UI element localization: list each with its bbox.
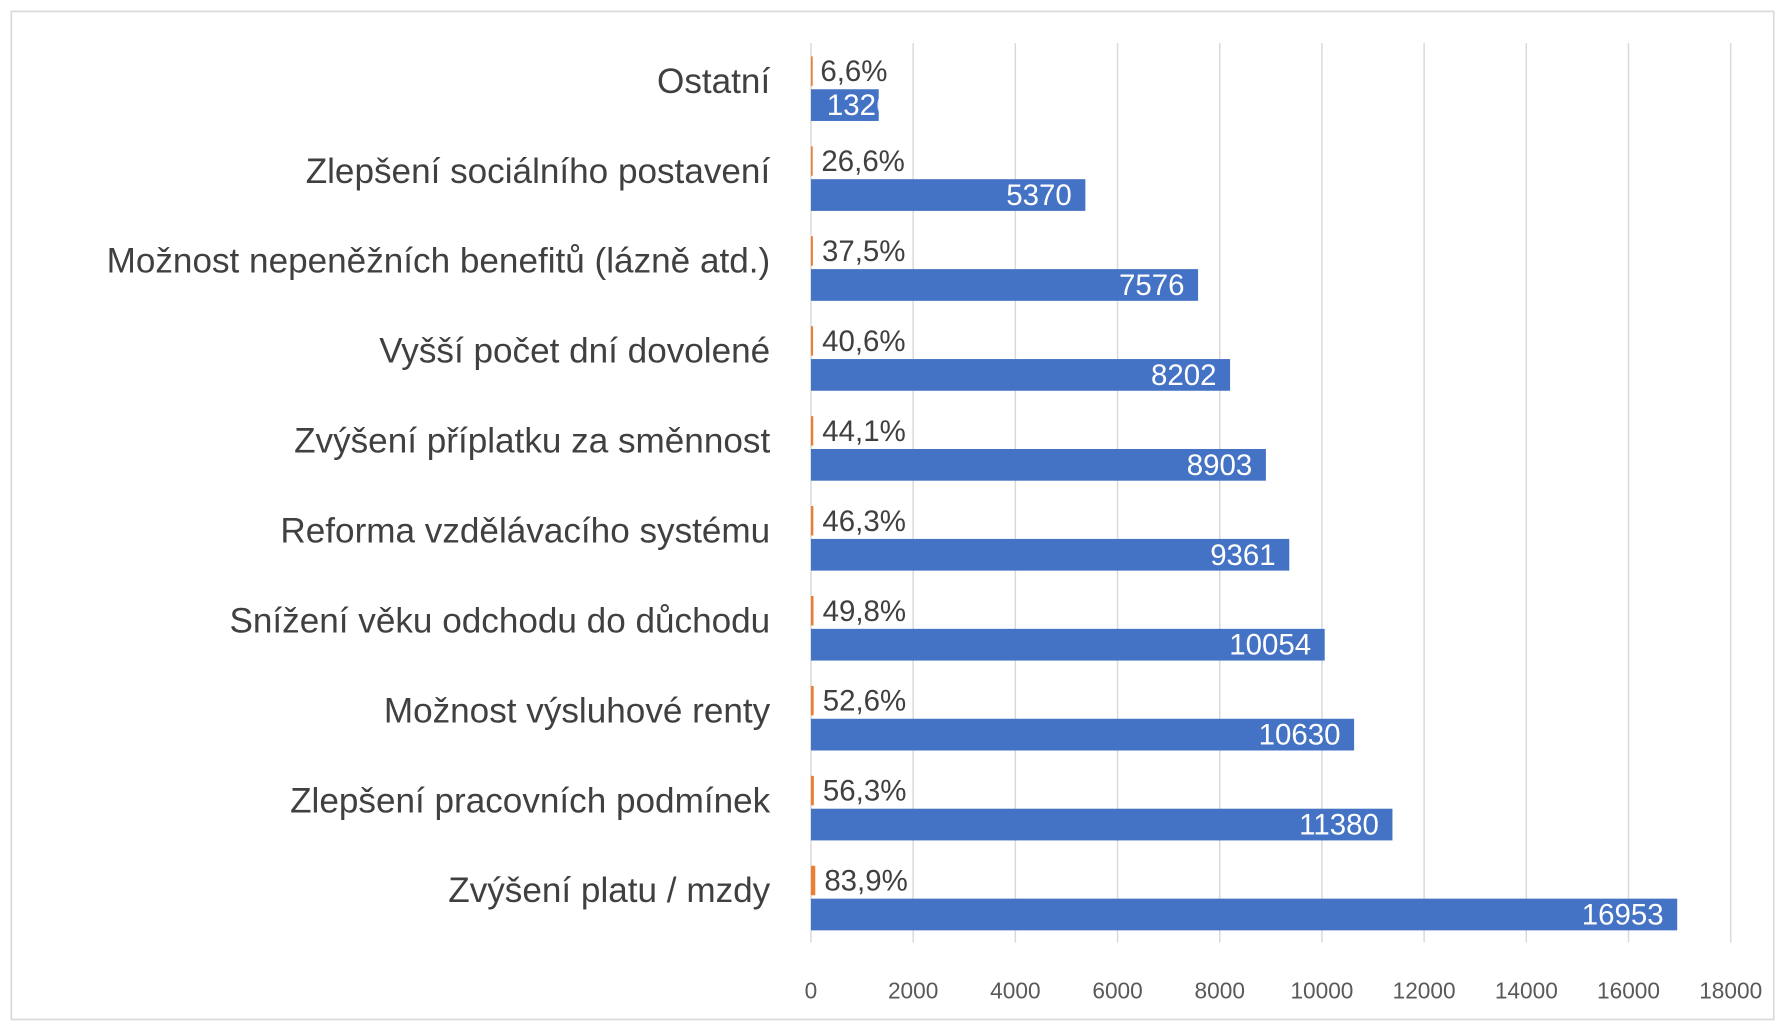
x-tick-label: 18000 [1699, 977, 1762, 1003]
x-tick-label: 6000 [1092, 977, 1142, 1003]
bar [810, 628, 1325, 661]
data-label: 49,8% [823, 595, 906, 628]
bar [810, 146, 813, 176]
bar [810, 236, 813, 266]
y-tick-label: Zvýšení platu / mzdy [448, 871, 770, 910]
bar [810, 179, 1086, 211]
y-tick-label: Vyšší počet dní dovolené [379, 332, 770, 371]
data-label: 83,9% [824, 865, 907, 898]
data-label: 9361 [1210, 539, 1276, 572]
data-label: 56,3% [823, 775, 906, 808]
data-label: 16953 [1582, 899, 1664, 932]
data-label: 1326 [827, 89, 893, 122]
x-tick-label: 14000 [1495, 977, 1558, 1003]
x-tick-label: 4000 [990, 977, 1040, 1003]
data-label: 46,3% [822, 505, 905, 538]
bar [810, 269, 1199, 301]
data-label: 26,6% [821, 145, 904, 178]
data-label: 52,6% [823, 685, 906, 718]
x-tick-label: 0 [805, 977, 818, 1003]
bar [810, 685, 814, 716]
bar [810, 538, 1290, 571]
data-label: 10054 [1229, 629, 1311, 662]
bar [810, 89, 879, 121]
x-tick-label: 2000 [888, 977, 938, 1003]
bar [810, 506, 814, 536]
bar [810, 416, 814, 446]
data-label: 40,6% [822, 325, 905, 358]
bar [810, 326, 814, 356]
data-label: 11380 [1299, 809, 1379, 842]
bar [810, 56, 813, 86]
y-tick-label: Snížení věku odchodu do důchodu [229, 601, 770, 640]
bar [810, 775, 814, 806]
y-tick-label: Možnost nepeněžních benefitů (lázně atd.… [107, 242, 771, 281]
data-label: 5370 [1006, 179, 1071, 212]
bar [810, 595, 814, 626]
y-tick-label: Možnost výsluhové renty [384, 691, 771, 730]
y-tick-label: Ostatní [657, 62, 770, 101]
data-label: 37,5% [822, 235, 905, 268]
bar [810, 359, 1231, 391]
bar [810, 808, 1393, 841]
data-label: 6,6% [820, 55, 887, 88]
y-tick-label: Zlepšení sociálního postavení [306, 152, 771, 191]
y-tick-label: Reforma vzdělávacího systému [280, 512, 770, 551]
bar [810, 718, 1355, 751]
x-tick-label: 10000 [1290, 977, 1353, 1003]
x-tick-label: 16000 [1597, 977, 1660, 1003]
data-label: 8202 [1151, 359, 1217, 392]
bar [810, 898, 1678, 931]
data-label: 10630 [1259, 719, 1341, 752]
y-tick-label: Zvýšení příplatku za směnnost [294, 422, 770, 461]
y-tick-label: Zlepšení pracovních podmínek [290, 781, 771, 820]
bar [810, 865, 816, 896]
bar [810, 448, 1266, 481]
data-label: 7576 [1119, 269, 1185, 302]
x-tick-label: 12000 [1393, 977, 1456, 1003]
data-label: 8903 [1187, 449, 1253, 482]
x-tick-label: 8000 [1195, 977, 1245, 1003]
data-label: 44,1% [822, 415, 905, 448]
